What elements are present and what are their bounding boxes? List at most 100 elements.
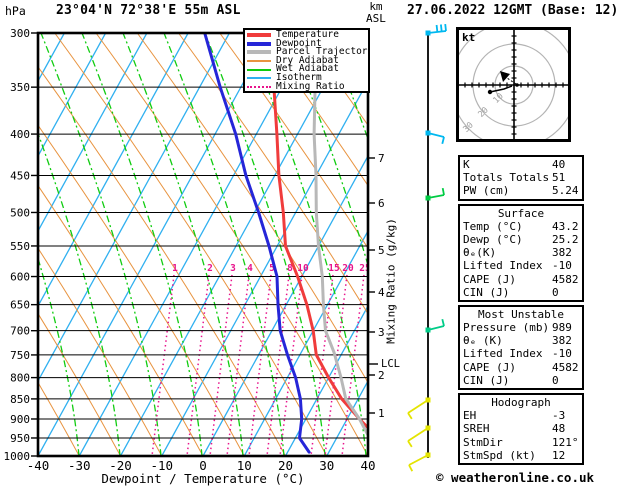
pressure-tick-label: 350	[10, 81, 30, 94]
mixing-ratio-label: 1	[172, 263, 178, 274]
wind-barb	[425, 23, 447, 36]
index-label: CAPE (J)	[463, 360, 516, 374]
pressure-axis: 300 350 400 450 500 550 600 650 700 750 800 850 900 9…	[4, 27, 38, 463]
legend-swatch-temperature	[247, 33, 271, 38]
legend-item: Dry Adiabat	[247, 56, 366, 66]
legend-swatch-dry-adiabat	[247, 60, 271, 63]
altitude-tick-label: 4	[378, 286, 385, 299]
wind-barb	[407, 397, 431, 420]
wind-barb	[425, 187, 445, 201]
hodograph-axes	[459, 30, 568, 139]
legend-swatch-mixing-ratio	[247, 85, 271, 88]
altitude-unit-asl: ASL	[366, 12, 386, 25]
index-value: -10	[552, 259, 572, 273]
temperature-tick-label: 20	[278, 458, 293, 473]
legend-label: Dewpoint	[276, 37, 322, 49]
index-value: 989	[552, 321, 572, 335]
wind-barb-staff	[407, 23, 447, 472]
hodograph: 10 20 30 kt	[456, 27, 571, 142]
pressure-axis-unit: hPa	[5, 4, 26, 18]
index-label: EH	[463, 409, 477, 423]
index-value: 382	[552, 246, 572, 260]
index-value: 121°	[552, 435, 579, 449]
curve-temperature	[269, 33, 368, 430]
mixing-ratio-label: 4	[247, 263, 253, 274]
index-row: EH -3	[463, 409, 579, 422]
index-label: StmDir	[463, 435, 503, 449]
index-row: K 40	[463, 158, 579, 171]
temperature-tick-label: 0	[199, 458, 207, 473]
legend-label: Mixing Ratio	[276, 80, 345, 92]
index-value: 25.2	[552, 232, 579, 246]
index-label: StmSpd (kt)	[463, 448, 536, 462]
plot-border	[36, 31, 370, 458]
pressure-tick-label: 550	[10, 240, 30, 253]
hodograph-ring-label: 10	[491, 91, 505, 105]
index-row: Pressure (mb) 989	[463, 321, 579, 334]
legend-swatch-dewpoint	[247, 41, 271, 46]
temperature-tick-label: -10	[150, 458, 173, 473]
mixing-ratio-label: 20	[342, 263, 354, 274]
index-label: Lifted Index	[463, 259, 543, 273]
indices-box-surface: Surface Temp (°C) 43.2 Dewp (°C) 25.2 θₑ(K) 38…	[458, 203, 584, 302]
altitude-tick-label: 1	[378, 407, 385, 420]
lcl-label: LCL	[381, 358, 400, 370]
index-label: Temp (°C)	[463, 219, 523, 233]
copyright-link[interactable]: © weatheronline.co.uk	[436, 470, 595, 485]
mixing-ratio-group: 1 2 3 4 5 8 10 15 20 25	[151, 263, 368, 456]
index-value: 4582	[552, 360, 579, 374]
legend-item: Mixing Ratio	[247, 80, 366, 92]
temperature-axis: -40 -30 -20 -10 0 10 20 30 40	[27, 458, 376, 473]
index-label: SREH	[463, 422, 490, 436]
index-label: Pressure (mb)	[463, 321, 550, 335]
legend-item: Temperature	[247, 30, 366, 40]
pressure-tick-label: 950	[10, 432, 30, 445]
pressure-tick-label: 750	[10, 349, 30, 362]
wind-barb	[407, 425, 431, 448]
index-label: K	[463, 158, 470, 171]
altitude-tick-label: 7	[378, 152, 385, 165]
curve-parcel-trajectory	[312, 85, 368, 438]
index-row: StmSpd (kt) 12	[463, 449, 579, 462]
temperature-tick-label: -20	[109, 458, 132, 473]
index-value: 4582	[552, 272, 579, 286]
index-value: 5.24	[552, 184, 579, 198]
pressure-tick-label: 450	[10, 169, 30, 182]
index-row: Totals Totals 51	[463, 171, 579, 184]
index-value: -10	[552, 347, 572, 361]
index-value: 43.2	[552, 219, 579, 233]
index-row: Lifted Index -10	[463, 347, 579, 360]
skewt-diagram: 1 2 3 4 5 8 10 15 20 2530035040045050055060065070…	[4, 23, 447, 473]
index-label: CIN (J)	[463, 285, 510, 299]
mixing-ratio-label: 8	[287, 263, 293, 274]
x-axis-title: Dewpoint / Temperature (°C)	[101, 471, 305, 486]
altitude-tick-label: 5	[378, 244, 385, 257]
mixing-ratio-label: 15	[328, 263, 340, 274]
mixing-ratio-label: 5	[269, 263, 275, 274]
altitude-axis-unit: km ASL	[366, 1, 386, 25]
index-row: θₑ(K) 382	[463, 246, 579, 259]
legend-label: Parcel Trajectory	[276, 46, 370, 58]
wind-barb	[408, 452, 431, 472]
temperature-tick-label: 40	[360, 458, 375, 473]
index-row: CIN (J) 0	[463, 374, 579, 387]
pressure-tick-label: 650	[10, 299, 30, 312]
index-row: StmDir 121°	[463, 436, 579, 449]
index-row: θₑ (K) 382	[463, 334, 579, 347]
pressure-tick-label: 400	[10, 128, 30, 141]
index-row: Dewp (°C) 25.2	[463, 233, 579, 246]
pressure-tick-label: 600	[10, 271, 30, 284]
index-label: θₑ (K)	[463, 334, 503, 348]
indices-box-hodograph: Hodograph EH -3 SREH 48 StmDir 121° StmSpd (kt)…	[458, 393, 584, 465]
indices-box-title: Most Unstable	[477, 307, 565, 321]
legend-item: Isotherm	[247, 73, 366, 83]
temperature-tick-label: 10	[237, 458, 252, 473]
index-row: CAPE (J) 4582	[463, 273, 579, 286]
index-value: -3	[552, 409, 566, 423]
temperature-tick-label: -30	[68, 458, 91, 473]
plot-area: 1 2 3 4 5 8 10 15 20 25	[38, 33, 368, 456]
temperature-tick-label: -40	[27, 458, 50, 473]
